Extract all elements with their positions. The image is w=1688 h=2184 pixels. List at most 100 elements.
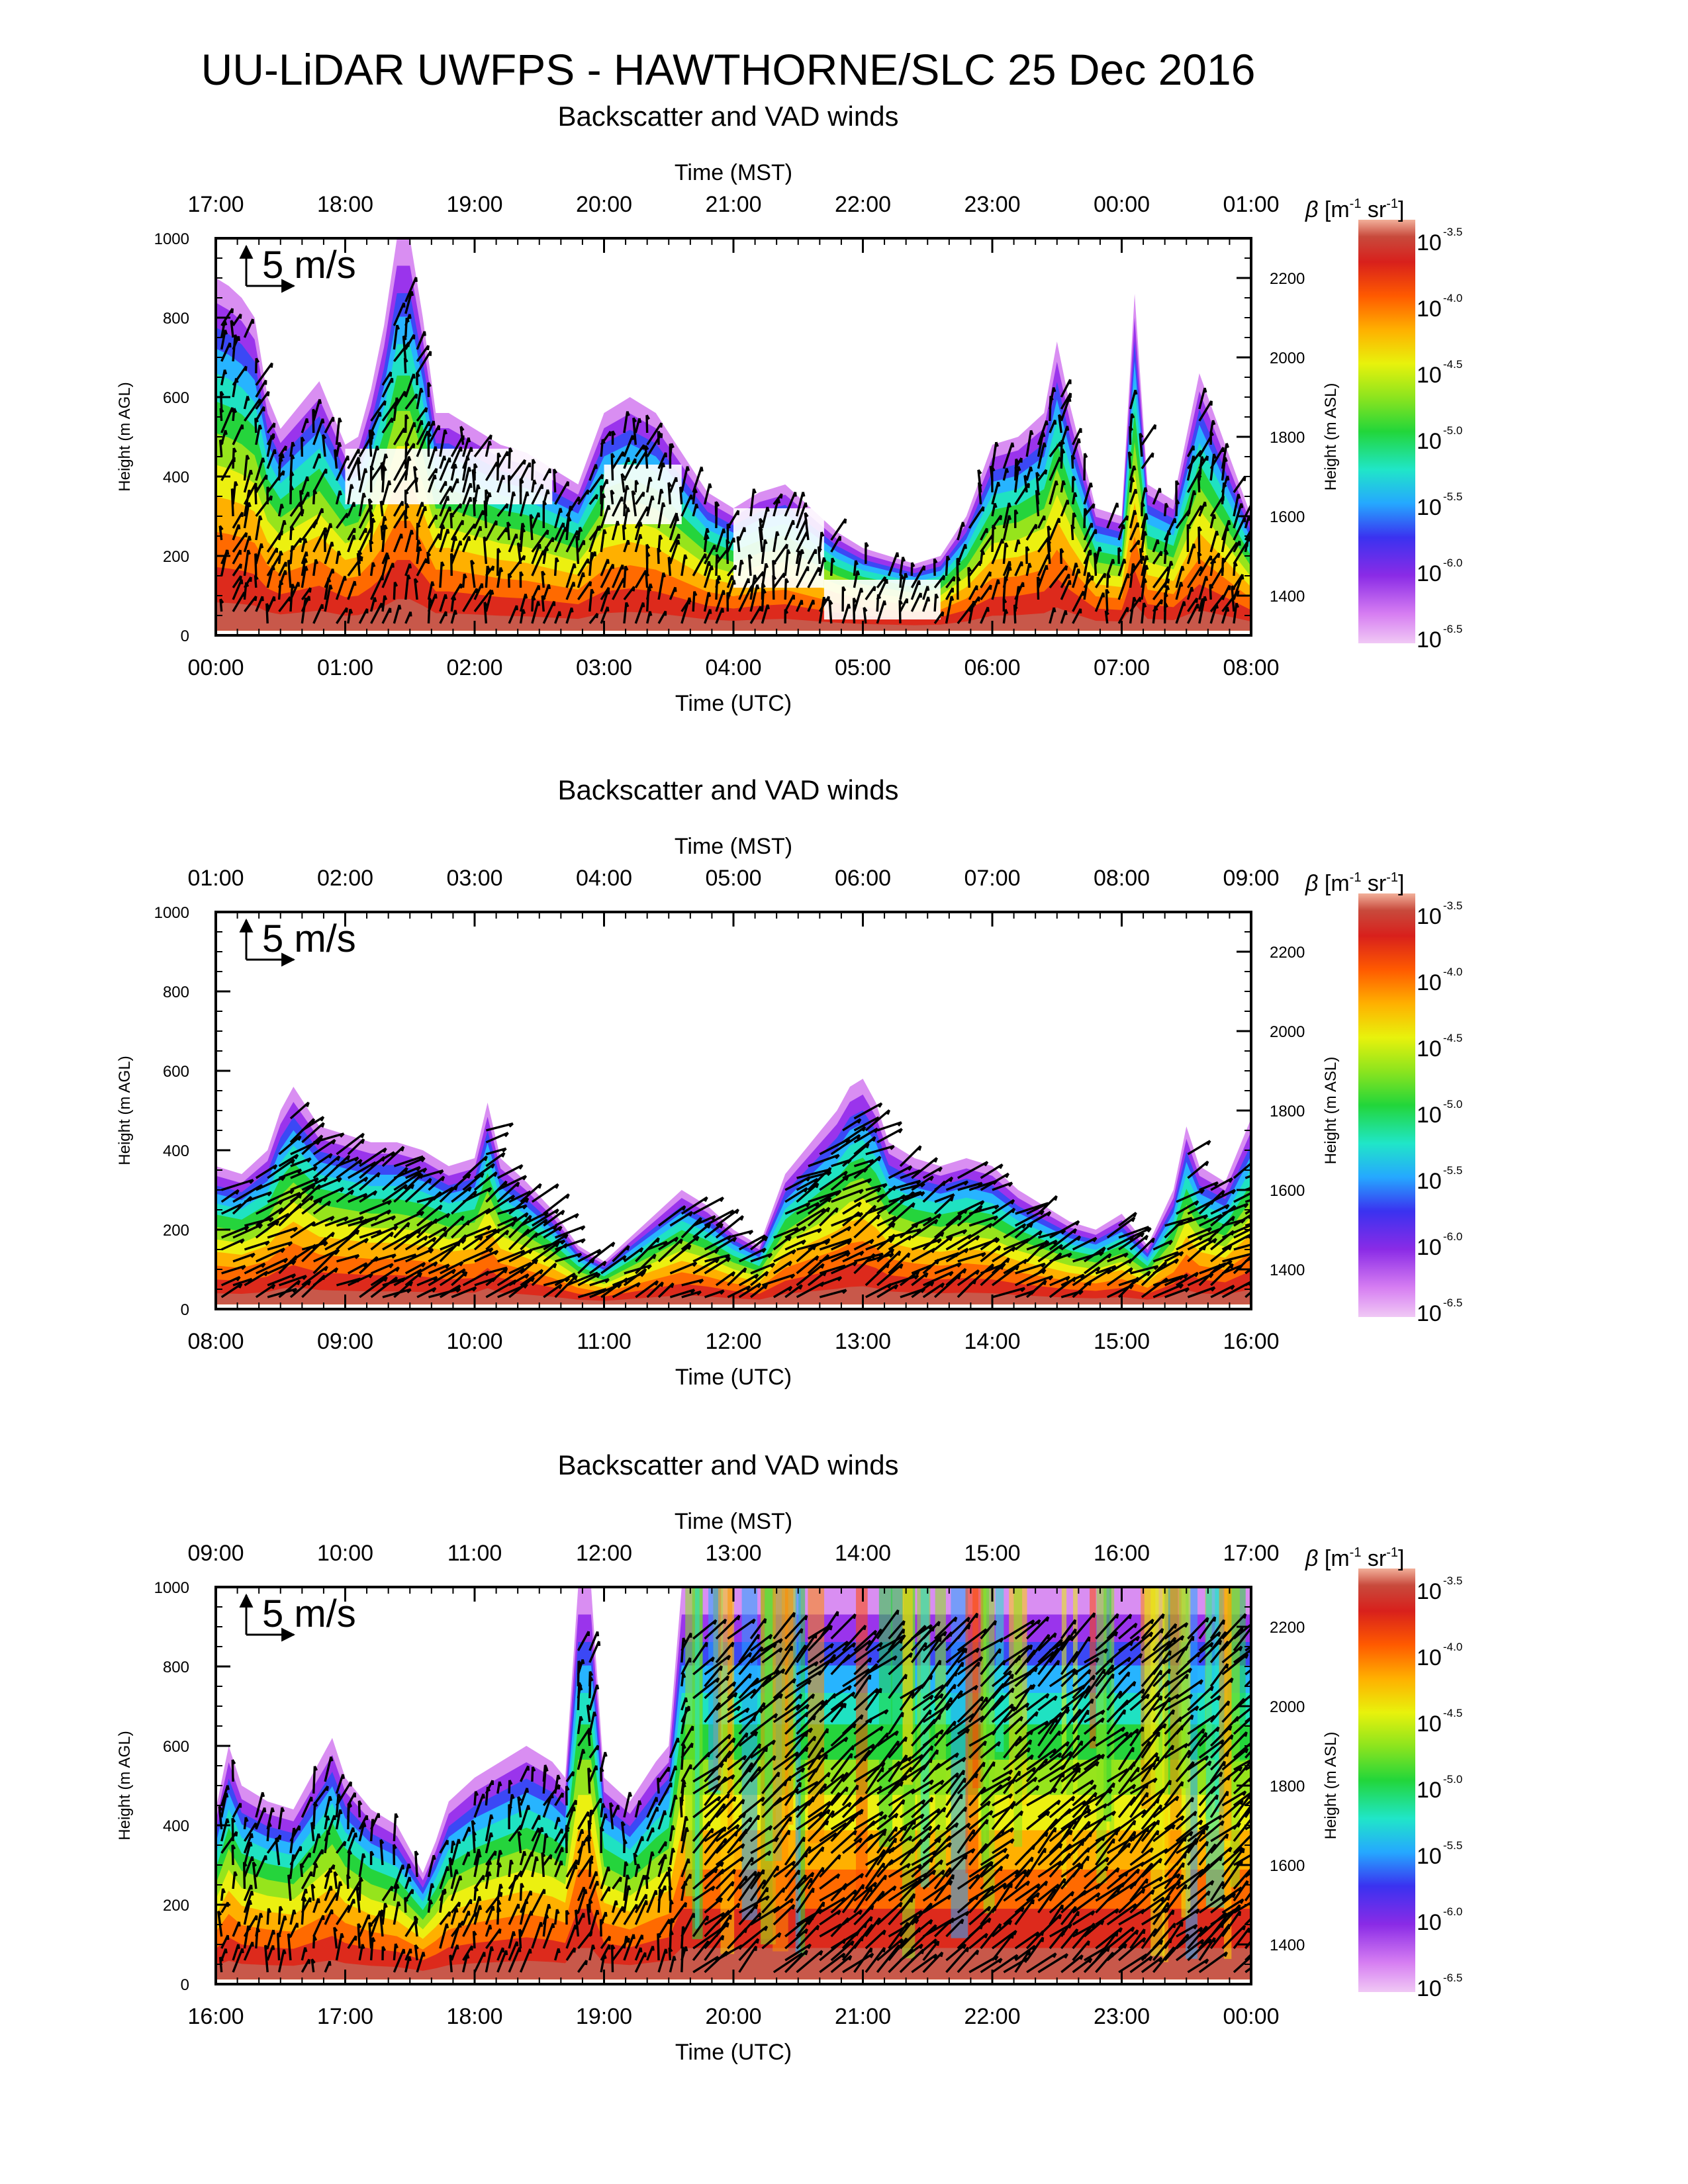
wind-vector <box>508 1197 529 1215</box>
wind-vector-head <box>950 596 955 602</box>
wind-vector-head <box>984 1161 989 1167</box>
wind-vector <box>278 1135 301 1156</box>
wind-vector <box>263 1945 269 1973</box>
wind-vector-head <box>754 1731 759 1737</box>
wind-vector <box>818 557 825 576</box>
wind-vector <box>888 1754 908 1782</box>
colorbar-tick-base: 10 <box>1417 230 1442 255</box>
wind-vector <box>368 1922 373 1949</box>
wind-vector <box>347 534 355 553</box>
wind-vector-head <box>1230 1285 1235 1291</box>
wind-vector <box>220 1189 240 1203</box>
wind-vector <box>244 1191 272 1203</box>
wind-vector <box>379 500 384 517</box>
wind-vector <box>461 437 470 457</box>
wind-vector <box>865 1732 889 1759</box>
wind-vector-head <box>831 557 835 563</box>
wind-vector <box>554 1212 579 1227</box>
wind-vector <box>692 1214 716 1227</box>
wind-vector-head <box>857 1118 862 1124</box>
wind-vector <box>934 1262 962 1275</box>
wind-vector-head <box>995 441 999 447</box>
colorbar-label-exp: -1 <box>1350 870 1362 885</box>
wind-vector-head <box>291 1260 297 1265</box>
wind-vector <box>393 500 404 517</box>
wind-vector-head <box>1004 609 1009 614</box>
wind-vector <box>310 1884 315 1901</box>
wind-vector <box>355 1886 361 1913</box>
x-top-tick-label: 04:00 <box>576 866 632 891</box>
wind-vector <box>854 1252 884 1263</box>
wind-vector-head <box>1145 565 1149 570</box>
wind-vector-head <box>726 1675 729 1681</box>
wind-vector <box>439 524 444 541</box>
wind-vector <box>968 560 982 577</box>
wind-vector-head <box>483 536 488 542</box>
wind-vector <box>507 573 510 588</box>
wind-vector <box>485 1266 508 1275</box>
wind-vector <box>669 512 678 529</box>
wind-vector <box>1059 548 1062 565</box>
wind-vector-head <box>414 578 419 584</box>
wind-vector-head <box>815 1183 820 1189</box>
wind-vector <box>301 437 304 457</box>
wind-vector <box>657 1766 671 1782</box>
wind-vector <box>899 1799 925 1819</box>
wind-vector-head <box>860 1809 864 1815</box>
wind-vector <box>888 1788 915 1807</box>
wind-vector <box>508 1825 522 1843</box>
wind-vector-head <box>1078 438 1081 443</box>
wind-vector-head <box>477 1848 481 1854</box>
wind-vector-head <box>598 1641 601 1647</box>
wind-vector <box>312 604 324 624</box>
wind-vector <box>1199 1181 1219 1191</box>
wind-vector <box>1083 453 1086 481</box>
wind-vector-head <box>732 1681 737 1687</box>
wind-vector-head <box>350 484 354 489</box>
wind-vector <box>911 1694 934 1711</box>
wind-vector <box>508 1228 530 1251</box>
wind-vector <box>414 1944 418 1961</box>
wind-vector-head <box>1137 522 1140 527</box>
wind-vector <box>704 1934 724 1962</box>
wind-vector-head <box>410 291 414 296</box>
wind-vector-head <box>523 459 526 465</box>
wind-vector-head <box>997 481 1001 487</box>
wind-vector-head <box>1102 592 1105 598</box>
wind-vector <box>289 1909 295 1925</box>
wind-vector-head <box>1225 1204 1230 1210</box>
wind-vector-head <box>898 1251 902 1256</box>
wind-vector <box>1083 549 1092 565</box>
wind-vector-head <box>502 475 506 480</box>
wind-vector <box>853 587 863 612</box>
wind-vector <box>865 1814 887 1831</box>
wind-vector-head <box>924 1272 929 1278</box>
wind-vector-head <box>656 1807 659 1812</box>
colorbar-label-exp: -1 <box>1350 197 1362 211</box>
wind-vector-head <box>902 1634 906 1640</box>
wind-vector-head <box>656 1238 660 1243</box>
wind-vector <box>393 1210 424 1227</box>
wind-vector <box>1049 456 1061 481</box>
wind-vector <box>749 488 755 517</box>
wind-vector <box>830 518 847 541</box>
wind-vector-head <box>541 1852 546 1858</box>
wind-vector <box>359 1147 387 1167</box>
wind-vector <box>1071 512 1075 529</box>
wind-vector <box>381 417 394 433</box>
wind-vector-head <box>957 1262 962 1268</box>
wind-vector <box>243 1890 254 1913</box>
wind-vector-head <box>921 1799 926 1805</box>
wind-vector-head <box>726 1257 731 1263</box>
wind-vector-head <box>771 1739 776 1745</box>
wind-vector <box>428 533 440 553</box>
wind-vector-head <box>933 558 938 564</box>
wind-vector <box>310 1822 315 1842</box>
wind-vector-head <box>501 1152 506 1158</box>
wind-vector-head <box>940 1952 944 1958</box>
wind-vector-head <box>857 1202 862 1208</box>
wind-vector <box>404 1220 433 1239</box>
wind-vector-head <box>497 1899 502 1905</box>
wind-vector-head <box>1008 1182 1013 1187</box>
wind-vector <box>634 533 641 553</box>
